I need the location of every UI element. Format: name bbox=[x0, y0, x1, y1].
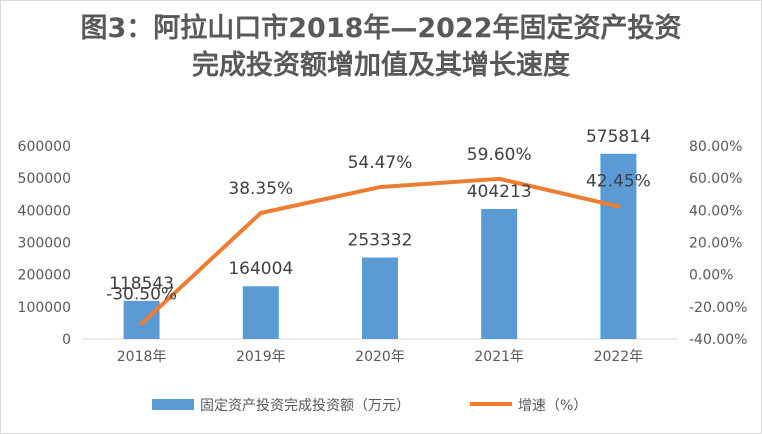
line-point bbox=[378, 185, 382, 190]
bar bbox=[481, 208, 518, 339]
bar-data-label: 404213 bbox=[467, 182, 532, 202]
chart-title: 图3：阿拉山口市2018年—2022年固定资产投资 完成投资额增加值及其增长速度 bbox=[0, 10, 762, 84]
line-series bbox=[139, 176, 621, 326]
left-axis-tick-label: 0 bbox=[62, 332, 71, 348]
left-axis-tick-label: 600000 bbox=[18, 139, 71, 155]
left-axis-tick-label: 200000 bbox=[18, 268, 71, 284]
bar-data-label: 164004 bbox=[228, 259, 293, 279]
bar bbox=[123, 300, 160, 339]
left-axis-tick-label: 100000 bbox=[18, 300, 71, 316]
bar bbox=[362, 257, 398, 339]
x-axis-tick-label: 2022年 bbox=[594, 349, 644, 365]
left-axis-tick-label: 500000 bbox=[18, 171, 71, 187]
x-axis-tick-label: 2018年 bbox=[117, 349, 167, 365]
left-axis-tick-label: 300000 bbox=[18, 236, 71, 252]
line-data-label: 42.45% bbox=[586, 171, 651, 191]
right-axis-tick-label: 0.00% bbox=[689, 268, 733, 284]
right-axis-tick-label: 60.00% bbox=[689, 171, 742, 187]
line-data-label: 59.60% bbox=[467, 145, 532, 165]
line-point bbox=[139, 321, 144, 326]
bar-data-label: 118543 bbox=[109, 274, 174, 294]
bar bbox=[600, 153, 637, 339]
x-axis-tick-label: 2021年 bbox=[474, 349, 524, 365]
x-axis-tick-label: 2019年 bbox=[236, 349, 286, 365]
legend-line-label: 增速（%） bbox=[518, 398, 587, 414]
line-data-label: -30.50% bbox=[106, 285, 177, 305]
line-point bbox=[497, 176, 502, 181]
left-axis: 0 100000 200000 300000 400000 500000 600000 bbox=[18, 139, 71, 348]
right-axis-tick-label: 20.00% bbox=[689, 236, 742, 252]
legend-bar-label: 固定资产投资完成投资额（万元） bbox=[200, 398, 410, 414]
chart-title-line2: 完成投资额增加值及其增长速度 bbox=[192, 50, 570, 81]
legend: 固定资产投资完成投资额（万元） 增速（%） bbox=[152, 398, 587, 414]
right-axis-tick-label: 40.00% bbox=[689, 203, 742, 219]
x-axis: 2018年 2019年 2020年 2021年 2022年 bbox=[117, 349, 643, 365]
bar bbox=[242, 286, 279, 339]
line-data-label: 38.35% bbox=[228, 179, 293, 199]
right-axis-tick-label: -40.00% bbox=[689, 332, 747, 348]
legend-bar-swatch bbox=[152, 399, 194, 410]
line-point bbox=[616, 204, 621, 209]
line-data-label: 54.47% bbox=[348, 153, 413, 173]
bar-data-labels: 118543 164004 253332 404213 575814 bbox=[109, 127, 651, 294]
line-data-labels: -30.50% 38.35% 54.47% 59.60% 42.45% bbox=[106, 145, 651, 305]
bar-data-label: 575814 bbox=[586, 127, 651, 147]
right-axis-tick-label: 80.00% bbox=[689, 139, 742, 155]
bar-series bbox=[123, 153, 637, 339]
chart-title-line1: 图3：阿拉山口市2018年—2022年固定资产投资 bbox=[80, 13, 682, 44]
left-axis-tick-label: 400000 bbox=[18, 203, 71, 219]
right-axis: -40.00% -20.00% 0.00% 20.00% 40.00% 60.00% 80.… bbox=[689, 139, 747, 348]
line-point bbox=[258, 210, 263, 215]
bar-data-label: 253332 bbox=[348, 231, 413, 251]
x-axis-tick-label: 2020年 bbox=[355, 349, 405, 365]
right-axis-tick-label: -20.00% bbox=[689, 300, 747, 316]
